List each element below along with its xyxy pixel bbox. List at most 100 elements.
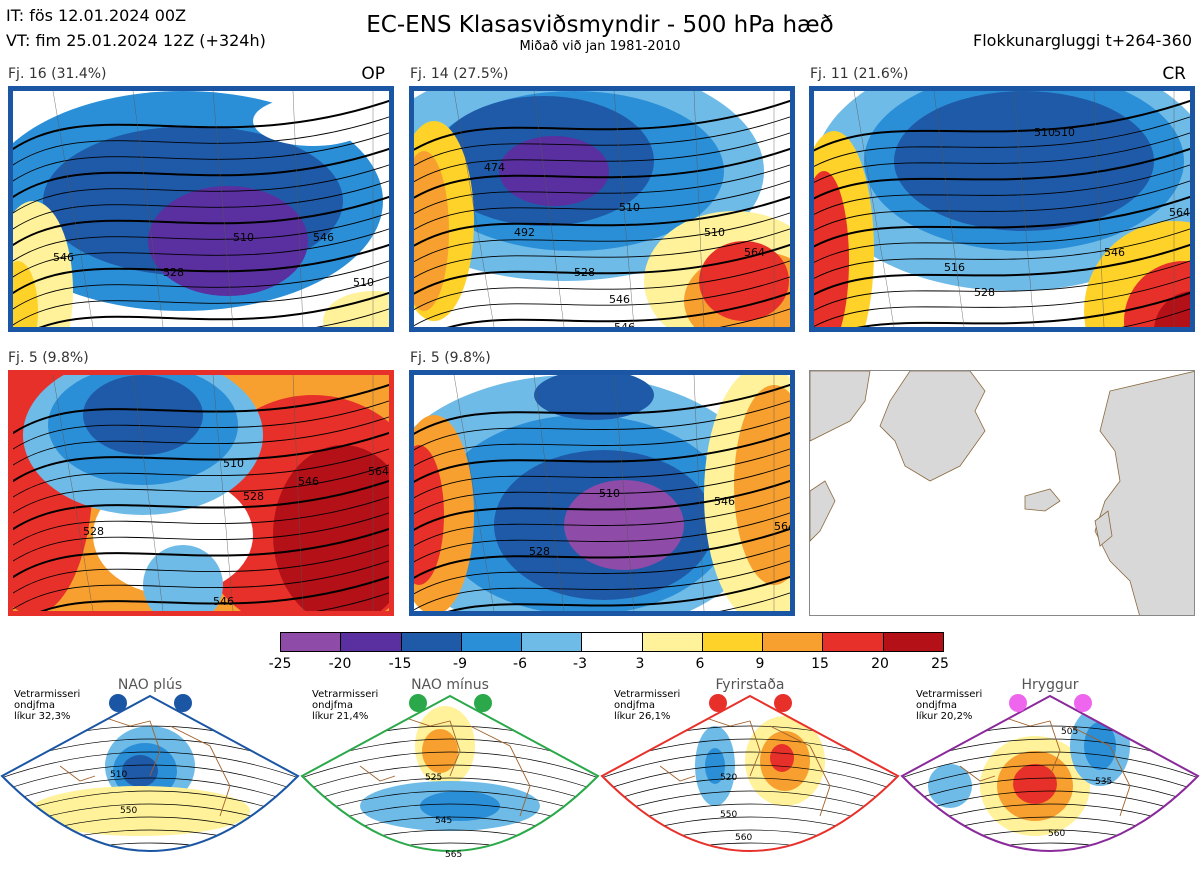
anomaly-area xyxy=(30,786,250,836)
graticule-line xyxy=(1093,91,1105,327)
graticule-line xyxy=(132,375,164,611)
anomaly-area xyxy=(83,375,203,455)
height-contour xyxy=(0,856,300,871)
colorbar-label: -25 xyxy=(268,656,292,672)
map-svg: 474 492 510 528 546 564 510 546 xyxy=(414,91,790,327)
regime-nao-minus: 525 545 565 xyxy=(300,676,600,871)
anomaly-area xyxy=(734,385,790,585)
colorbar-label: -3 xyxy=(573,656,587,672)
panel-5-label: Fj. 5 (9.8%) xyxy=(410,350,491,366)
height-contour xyxy=(414,276,790,327)
height-contour xyxy=(2,842,298,851)
colorbar-swatch xyxy=(281,633,342,651)
anomaly-area xyxy=(928,764,972,808)
height-contour xyxy=(38,291,389,327)
height-contour xyxy=(414,560,790,611)
chart-subtitle: Miðað við jan 1981-2010 xyxy=(519,39,681,54)
cluster-map-4: 510 528 546 564 546 528 xyxy=(8,370,394,616)
height-contour xyxy=(414,512,790,563)
regime-fan-svg: 525 545 565 xyxy=(300,694,600,860)
graticule-line xyxy=(533,375,565,611)
graticule-line xyxy=(292,375,304,611)
colorbar-swatch xyxy=(702,633,764,651)
height-contour xyxy=(600,856,900,871)
regime-name: NAO mínus xyxy=(411,677,489,693)
regime-stat: Vetrarmisseri ondjfma líkur 26,1% xyxy=(614,689,681,722)
height-contour xyxy=(13,212,389,262)
height-contour xyxy=(13,243,389,295)
graticule-line xyxy=(853,91,895,327)
anomaly-area xyxy=(770,744,794,772)
height-contour xyxy=(602,777,898,809)
height-contour xyxy=(13,164,389,214)
colorbar-swatch xyxy=(401,633,462,651)
height-contour xyxy=(602,764,898,796)
coastline xyxy=(59,715,231,817)
height-contour xyxy=(814,243,1190,296)
init-time: IT: fös 12.01.2024 00Z xyxy=(6,6,187,25)
height-contour xyxy=(13,560,389,610)
height-contour xyxy=(902,751,1198,783)
height-contour xyxy=(13,400,389,450)
base-map-empty xyxy=(809,370,1195,616)
graticule-line xyxy=(453,375,495,611)
isoline-label: 545 xyxy=(435,816,452,826)
height-contour xyxy=(13,260,389,310)
height-contour xyxy=(302,751,598,783)
height-contour xyxy=(814,147,1190,200)
regime-marker-dot xyxy=(474,694,492,712)
anomaly-area xyxy=(414,151,449,311)
height-contour xyxy=(414,164,790,215)
height-contour xyxy=(13,464,389,514)
regime-name: Fyrirstaða xyxy=(715,677,785,693)
contour-label: 510 xyxy=(353,276,374,289)
colorbar-label: -9 xyxy=(453,656,467,672)
height-contour xyxy=(13,276,389,326)
graticule-line xyxy=(1013,91,1035,327)
colorbar-swatch xyxy=(763,633,824,651)
colorbar xyxy=(280,632,944,652)
height-contour xyxy=(13,147,389,199)
anomaly-area xyxy=(422,729,458,773)
height-contour xyxy=(900,856,1200,871)
anomaly-area xyxy=(534,375,654,420)
isoline-label: 550 xyxy=(120,806,137,816)
contour-label: 510 xyxy=(1054,126,1075,139)
regime-marker-dot xyxy=(774,694,792,712)
height-contour xyxy=(902,777,1198,809)
panel-1-tag: OP xyxy=(361,64,385,84)
height-contour xyxy=(414,448,790,499)
graticule-line xyxy=(212,91,234,327)
height-contour xyxy=(446,291,790,327)
contour-label: 546 xyxy=(213,595,234,608)
regime-fan-svg: 505 535 560 xyxy=(900,694,1200,871)
colorbar-swatch xyxy=(582,633,643,651)
classification-window: Flokkunargluggi t+264-360 xyxy=(973,31,1192,50)
fan-frame xyxy=(600,694,900,852)
anomaly-area xyxy=(1084,722,1116,770)
height-contour xyxy=(414,479,790,532)
height-contour xyxy=(414,116,790,167)
height-contour xyxy=(414,527,790,580)
contour-label: 564 xyxy=(744,246,765,259)
contour-label: 564 xyxy=(368,465,389,478)
height-contour xyxy=(602,842,898,851)
cluster-map-5: 510 528 546 564 xyxy=(409,370,795,616)
graticule-line xyxy=(52,375,94,611)
contour-label: 546 xyxy=(1104,246,1125,259)
graticule-line xyxy=(212,375,234,611)
height-contour xyxy=(414,243,790,295)
height-contour xyxy=(13,99,389,151)
colorbar-label: -6 xyxy=(513,656,527,672)
panel-2-label: Fj. 14 (27.5%) xyxy=(410,66,509,82)
coastline xyxy=(959,715,1131,817)
height-contour xyxy=(13,132,389,182)
chart-title: EC-ENS Klasasviðsmyndir - 500 hPa hæð xyxy=(366,12,834,38)
height-contour xyxy=(814,164,1190,215)
colorbar-label: -20 xyxy=(328,656,352,672)
height-contour xyxy=(414,496,790,547)
contour-label: 528 xyxy=(163,266,184,279)
regime-nao-plus: 510 550 xyxy=(0,676,300,871)
coastline xyxy=(359,715,531,817)
contour-label: 564 xyxy=(1169,206,1190,219)
